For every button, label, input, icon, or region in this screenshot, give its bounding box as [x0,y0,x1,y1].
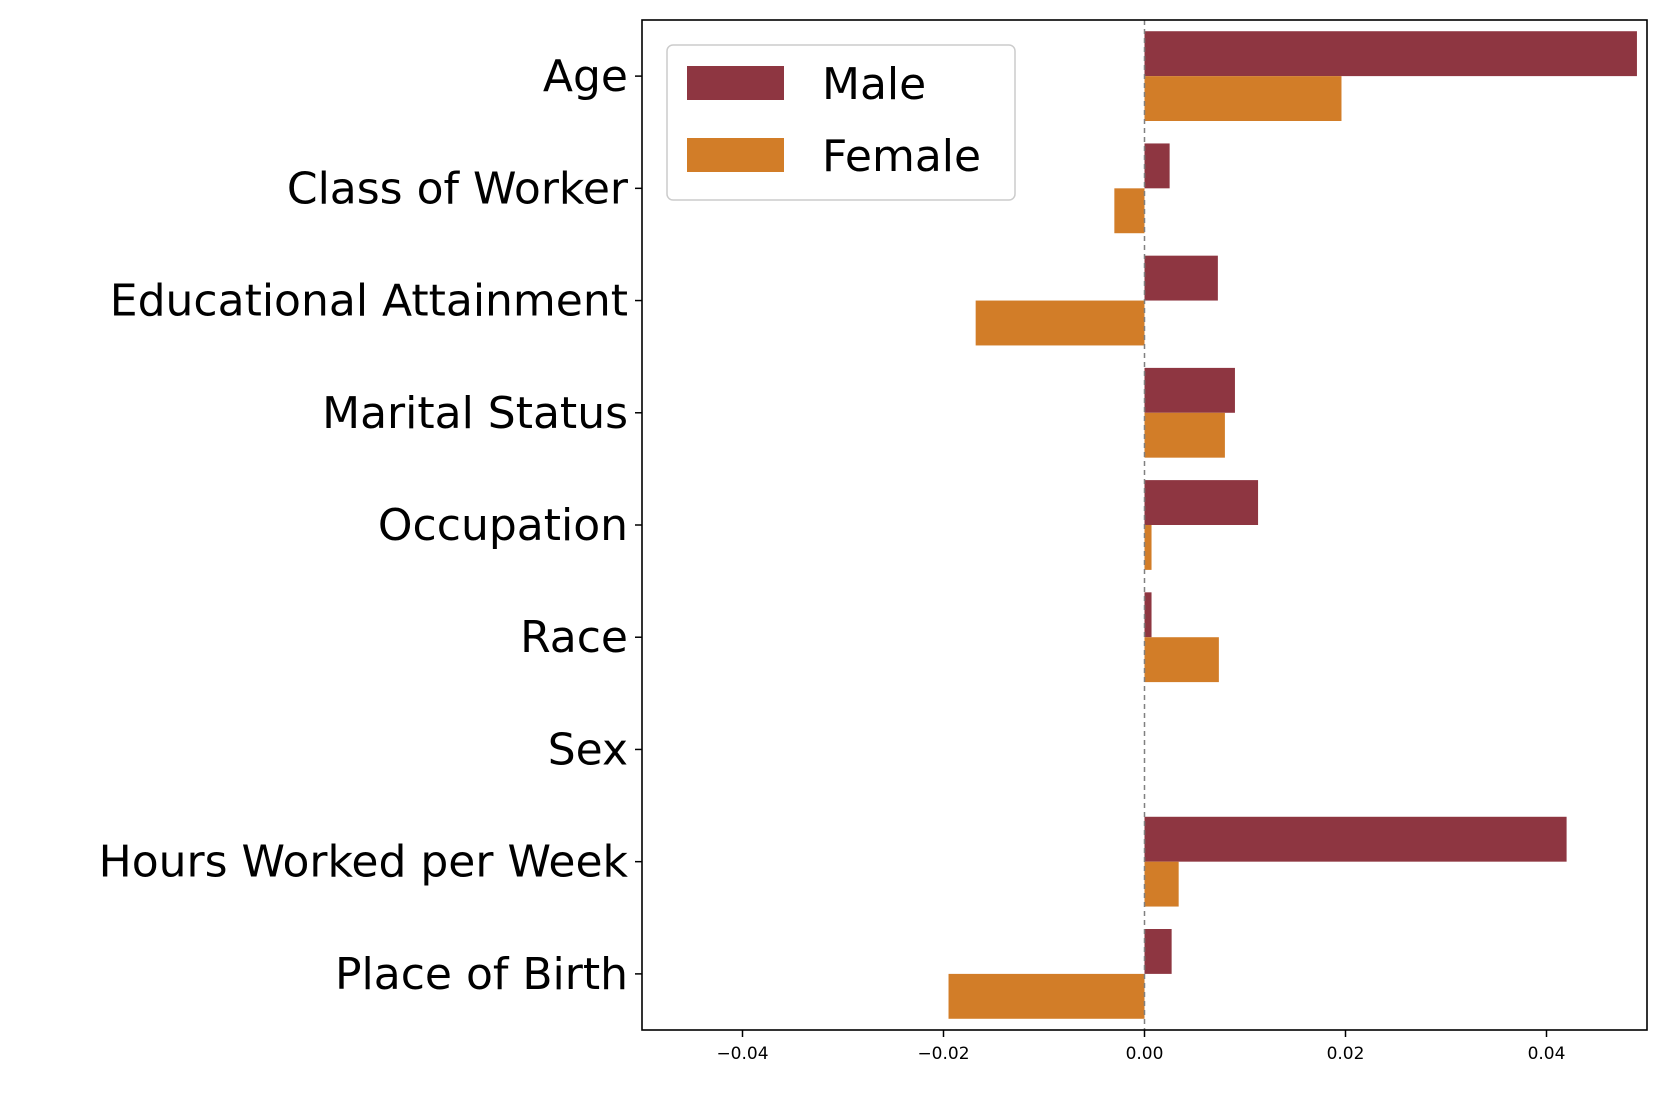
y-axis: Age Class of Worker Educational Attainment… [99,51,642,1000]
bar-female-class-of-worker [1114,188,1145,234]
bar-male-class-of-worker [1144,143,1170,189]
y-tick-label: Place of Birth [335,949,628,1000]
y-tick-label: Educational Attainment [110,276,628,327]
legend-swatch-female [687,138,784,172]
x-tick-label: 0.04 [1528,1044,1566,1064]
bar-female-educational-attainment [975,300,1145,346]
bars-group [948,31,1637,1019]
bar-male-occupation [1144,480,1259,525]
y-tick-label: Race [520,612,628,663]
y-tick-label: Hours Worked per Week [99,837,629,888]
y-tick-label: Sex [548,724,628,775]
bar-male-educational-attainment [1144,255,1218,301]
legend-label-female: Female [822,131,981,182]
bar-male-race [1144,592,1152,638]
bar-female-marital-status [1144,412,1225,458]
bar-male-place-of-birth [1144,929,1172,974]
x-axis: −0.04 −0.02 0.00 0.02 0.04 [716,1030,1565,1064]
bar-female-age [1144,76,1342,121]
x-tick-label: −0.02 [917,1044,969,1064]
y-tick-label: Age [543,51,628,102]
x-tick-label: 0.00 [1126,1044,1164,1064]
bar-male-marital-status [1144,367,1235,413]
y-tick-label: Occupation [378,500,628,551]
x-tick-label: 0.02 [1327,1044,1365,1064]
bar-male-hours-worked-per-week [1144,816,1567,862]
bar-female-occupation [1144,525,1152,570]
legend-label-male: Male [822,59,926,110]
x-tick-label: −0.04 [716,1044,768,1064]
legend: Male Female [666,44,1016,201]
y-tick-label: Class of Worker [287,163,629,214]
bar-female-race [1144,637,1219,683]
bar-female-hours-worked-per-week [1144,861,1179,907]
legend-swatch-male [687,66,784,100]
bar-male-age [1144,31,1637,77]
bar-female-place-of-birth [948,973,1145,1019]
y-tick-label: Marital Status [322,388,628,439]
